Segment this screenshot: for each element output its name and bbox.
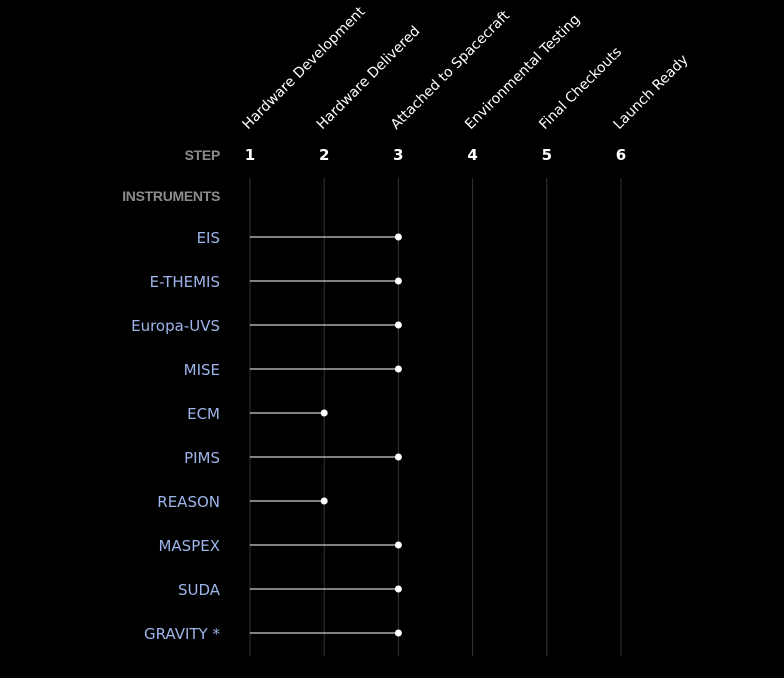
instrument-label: EIS [197, 229, 220, 247]
progress-marker [394, 629, 402, 637]
gridlines [249, 178, 622, 656]
instrument-row: ECM [187, 405, 328, 423]
instrument-row: EIS [197, 229, 402, 247]
instrument-label: E-THEMIS [150, 273, 220, 291]
instrument-label: MASPEX [158, 537, 220, 555]
step-number: 2 [319, 146, 329, 164]
instrument-row: MASPEX [158, 537, 402, 555]
progress-marker [394, 233, 402, 241]
progress-marker [394, 453, 402, 461]
instrument-label: ECM [187, 405, 220, 423]
stage-label: Launch Ready [611, 52, 692, 133]
step-numbers: 1 2 3 4 5 6 [245, 146, 626, 164]
instrument-rows: EIS E-THEMIS Europa-UVS MISE ECM PIMS REASON MA… [131, 229, 402, 643]
instrument-label: MISE [184, 361, 220, 379]
instrument-row: SUDA [178, 581, 402, 599]
step-number: 1 [245, 146, 255, 164]
progress-marker [394, 365, 402, 373]
progress-marker [394, 541, 402, 549]
progress-marker [394, 321, 402, 329]
instrument-label: SUDA [178, 581, 221, 599]
instrument-row: MISE [184, 361, 402, 379]
instrument-label: GRAVITY * [144, 625, 221, 643]
stage-label: Hardware Development [240, 4, 369, 133]
progress-marker [320, 497, 328, 505]
step-axis-title: STEP [185, 147, 220, 163]
instrument-row: Europa-UVS [131, 317, 402, 335]
instrument-row: E-THEMIS [150, 273, 402, 291]
instrument-row: REASON [157, 493, 328, 511]
progress-marker [320, 409, 328, 417]
instrument-label: REASON [157, 493, 220, 511]
progress-marker [394, 277, 402, 285]
instrument-row: PIMS [184, 449, 402, 467]
step-number: 6 [616, 146, 626, 164]
step-number: 3 [393, 146, 403, 164]
instrument-label: Europa-UVS [131, 317, 220, 335]
stage-label: Attached to Spacecraft [388, 7, 513, 132]
step-number: 5 [542, 146, 552, 164]
progress-marker [394, 585, 402, 593]
instrument-row: GRAVITY * [144, 625, 402, 643]
instruments-axis-title: INSTRUMENTS [122, 188, 220, 204]
step-number: 4 [467, 146, 477, 164]
instrument-label: PIMS [184, 449, 220, 467]
